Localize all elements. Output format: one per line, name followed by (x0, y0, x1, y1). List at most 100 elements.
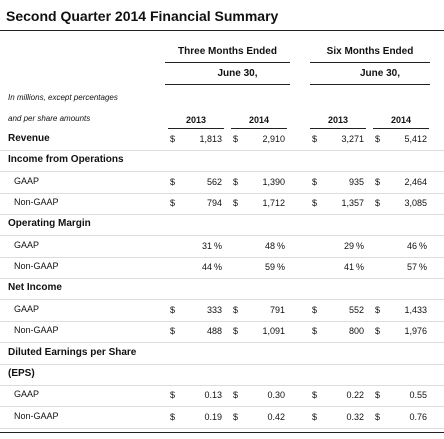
rule (310, 62, 430, 63)
row-divider (0, 363, 444, 365)
value: 0.13 (204, 390, 222, 401)
group-subheader: June 30, (217, 68, 258, 79)
currency: $ (170, 304, 176, 315)
currency: $ (233, 411, 239, 422)
row-divider (0, 192, 444, 194)
row-divider (0, 171, 444, 173)
row-divider (0, 384, 444, 386)
row-divider (0, 427, 444, 429)
row-divider (0, 150, 444, 151)
value: 0.22 (346, 390, 364, 401)
value: 794 (206, 198, 222, 209)
value: 57 (406, 262, 417, 273)
value: 1,091 (262, 326, 285, 337)
value: 0.32 (346, 411, 364, 422)
row-label: GAAP (14, 303, 40, 314)
currency: $ (170, 134, 176, 144)
currency: $ (170, 198, 176, 209)
currency: $ (375, 304, 381, 315)
value: 2,910 (262, 134, 285, 144)
value: 0.30 (267, 390, 285, 401)
row-divider (0, 320, 444, 322)
row-divider (0, 235, 444, 237)
rule (231, 128, 287, 129)
currency: $ (170, 411, 176, 422)
currency: $ (312, 411, 318, 422)
value: 800 (348, 326, 364, 337)
currency: $ (375, 176, 381, 187)
currency: $ (312, 390, 318, 401)
rule (310, 128, 366, 129)
value: 44 (201, 262, 212, 273)
rule (165, 84, 290, 85)
row-divider (0, 299, 444, 301)
currency: $ (375, 390, 381, 401)
percent: % (419, 240, 428, 251)
row-label: Non-GAAP (14, 410, 59, 421)
rule (0, 30, 444, 31)
value: 552 (348, 304, 364, 315)
note: In millions, except percentages (8, 93, 118, 102)
row-label: Non-GAAP (14, 197, 59, 208)
group-header: Three Months Ended (178, 46, 277, 57)
value: 791 (269, 304, 285, 315)
year: 2013 (327, 115, 349, 125)
value: 0.19 (204, 411, 222, 422)
currency: $ (233, 326, 239, 337)
row-label: Income from Operations (8, 154, 124, 166)
percent: % (419, 262, 428, 273)
rule (310, 84, 430, 85)
row-label: (EPS) (8, 367, 35, 379)
title: Second Quarter 2014 Financial Summary (6, 8, 279, 24)
value: 59 (264, 262, 275, 273)
row-label: Revenue (8, 133, 50, 144)
value: 562 (206, 176, 222, 187)
currency: $ (312, 304, 318, 315)
group-subheader: June 30, (359, 68, 401, 79)
currency: $ (233, 304, 239, 315)
currency: $ (312, 134, 318, 144)
row-divider (0, 278, 444, 280)
percent: % (277, 262, 286, 273)
value: 41 (343, 262, 354, 273)
value: 5,412 (404, 134, 427, 144)
value: 1,712 (262, 198, 285, 209)
row-divider (0, 342, 444, 344)
row-label: GAAP (14, 239, 40, 250)
value: 1,976 (404, 326, 427, 337)
percent: % (214, 240, 223, 251)
value: 1,433 (404, 304, 427, 315)
value: 3,271 (341, 134, 364, 144)
value: 0.76 (409, 411, 427, 422)
rule (165, 62, 290, 63)
currency: $ (233, 198, 239, 209)
value: 46 (406, 240, 417, 251)
row-label: Diluted Earnings per Share (8, 346, 137, 358)
value: 3,085 (404, 198, 427, 209)
value: 333 (206, 304, 222, 315)
row-label: GAAP (14, 389, 40, 400)
value: 1,390 (262, 176, 285, 187)
currency: $ (233, 134, 239, 144)
value: 31 (201, 240, 212, 251)
currency: $ (312, 198, 318, 209)
value: 1,813 (199, 134, 222, 144)
value: 29 (343, 240, 354, 251)
rule (0, 431, 444, 433)
row-label: Non-GAAP (14, 261, 59, 272)
currency: $ (312, 176, 318, 187)
currency: $ (233, 390, 239, 401)
year: 2013 (185, 115, 207, 125)
year: 2014 (248, 115, 270, 125)
currency: $ (170, 176, 176, 187)
value: 0.55 (409, 390, 427, 401)
group-header: Six Months Ended (326, 46, 414, 57)
row-label: Net Income (8, 282, 62, 294)
percent: % (214, 262, 223, 273)
percent: % (277, 240, 286, 251)
currency: $ (170, 390, 176, 401)
value: 1,357 (341, 198, 364, 209)
value: 0.42 (267, 411, 285, 422)
currency: $ (312, 326, 318, 337)
